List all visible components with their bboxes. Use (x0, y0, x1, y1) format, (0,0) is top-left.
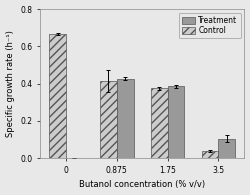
Y-axis label: Specific growth rate (h⁻¹): Specific growth rate (h⁻¹) (6, 30, 15, 137)
Bar (117, 79, 134, 158)
Bar (218, 139, 235, 158)
Bar (151, 88, 168, 158)
Bar (100, 81, 117, 158)
Bar (168, 86, 184, 158)
X-axis label: Butanol concentration (% v/v): Butanol concentration (% v/v) (79, 180, 205, 190)
Bar (202, 151, 218, 158)
Legend: Treatment, Control: Treatment, Control (178, 13, 240, 38)
Bar (49, 34, 66, 158)
